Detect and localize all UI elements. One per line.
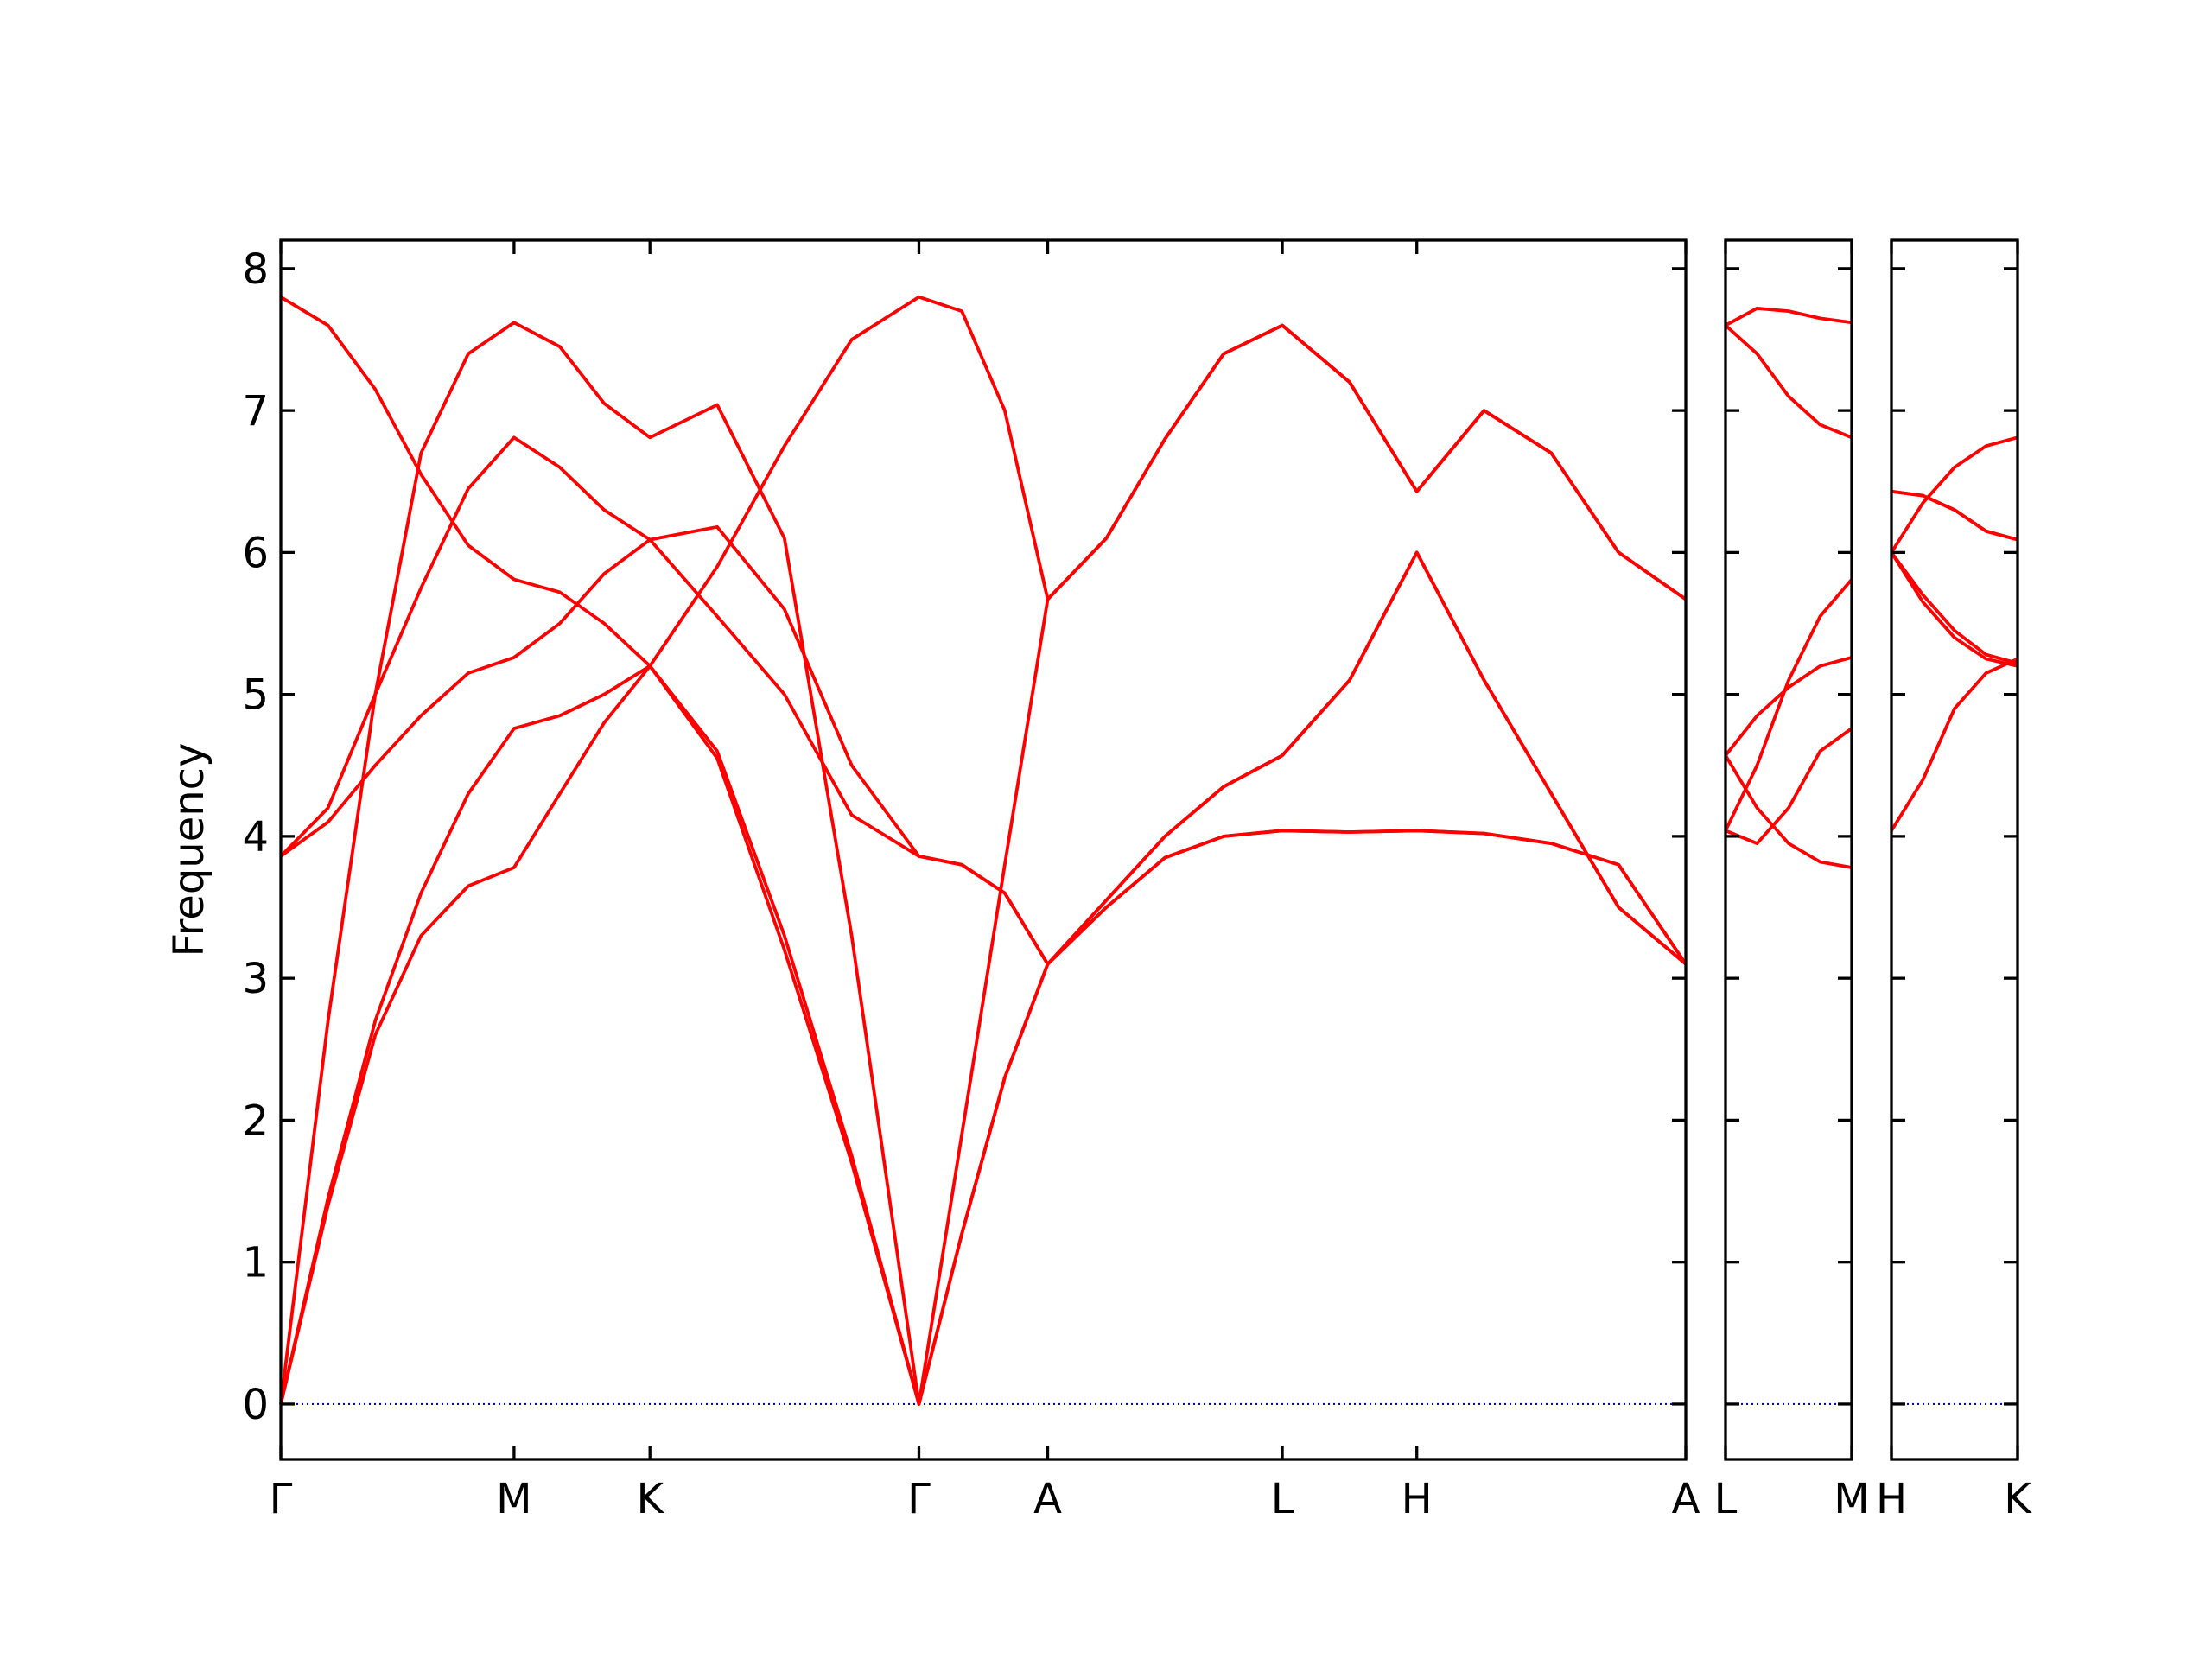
- x-tick-label: A: [1672, 1475, 1700, 1523]
- y-tick-label: 7: [242, 387, 269, 435]
- plot-frame: [1724, 238, 1853, 1461]
- band-line: [279, 435, 1688, 966]
- y-axis-label: Frequency: [165, 743, 213, 957]
- band-line: [1891, 489, 2018, 542]
- x-tick-label: H: [1876, 1475, 1907, 1523]
- band-line: [1891, 489, 2018, 542]
- x-tick-label: K: [636, 1475, 664, 1523]
- x-tick-label: L: [1714, 1475, 1738, 1523]
- x-tick-label: K: [2004, 1475, 2032, 1523]
- y-tick-label: 5: [242, 671, 269, 720]
- band-line: [1725, 306, 1853, 327]
- x-tick-label: M: [1834, 1475, 1869, 1523]
- plot-frame: [1890, 238, 2019, 1461]
- y-tick-label: 4: [242, 813, 269, 861]
- x-tick-label: A: [1033, 1475, 1062, 1523]
- plot-frame: [279, 238, 1688, 1461]
- y-tick-label: 8: [242, 245, 269, 294]
- x-tick-label: Γ: [907, 1475, 931, 1523]
- band-line: [1890, 551, 2018, 665]
- band-line: [1724, 324, 1853, 440]
- band-line: [1724, 754, 1853, 869]
- y-tick-label: 2: [242, 1096, 269, 1145]
- x-tick-label: L: [1271, 1475, 1294, 1523]
- band-line: [1890, 551, 2018, 668]
- y-tick-label: 6: [242, 529, 269, 577]
- band-line: [279, 664, 1688, 1406]
- band-line: [1724, 578, 1853, 832]
- y-tick-label: 0: [242, 1381, 269, 1429]
- band-line: [1724, 656, 1853, 757]
- x-tick-label: Γ: [270, 1475, 293, 1523]
- y-tick-label: 1: [242, 1239, 269, 1287]
- band-line: [279, 550, 1688, 1406]
- band-line: [280, 295, 1688, 668]
- y-tick-label: 3: [242, 955, 269, 1003]
- band-line: [1725, 727, 1853, 846]
- x-tick-label: H: [1402, 1475, 1433, 1523]
- band-line: [1890, 657, 2018, 832]
- x-tick-label: M: [496, 1475, 531, 1523]
- band-line: [279, 321, 1688, 1406]
- band-line: [279, 524, 1688, 966]
- band-line: [1890, 435, 2018, 554]
